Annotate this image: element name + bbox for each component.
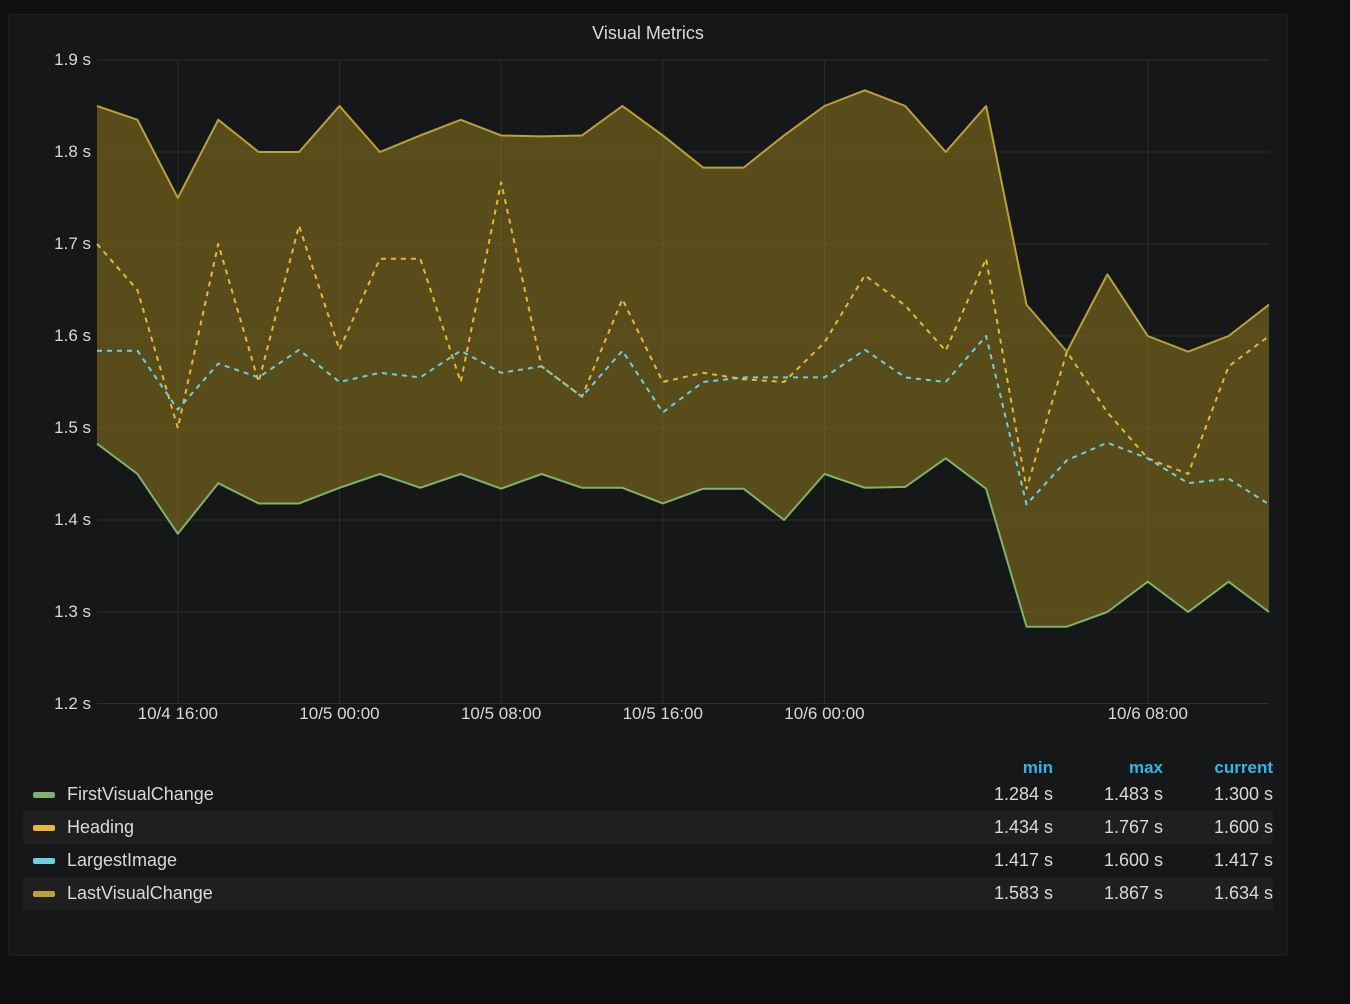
legend-min: 1.583 s <box>943 883 1053 904</box>
legend-header-spacer <box>23 758 943 778</box>
legend-min: 1.434 s <box>943 817 1053 838</box>
legend-row[interactable]: Heading1.434 s1.767 s1.600 s <box>23 811 1273 844</box>
legend-header-max[interactable]: max <box>1053 758 1163 778</box>
y-axis-label: 1.5 s <box>54 418 91 438</box>
legend-table: min max current FirstVisualChange1.284 s… <box>23 758 1273 910</box>
y-axis-label: 1.7 s <box>54 234 91 254</box>
legend-row[interactable]: LastVisualChange1.583 s1.867 s1.634 s <box>23 877 1273 910</box>
legend-series-name: LastVisualChange <box>67 883 943 904</box>
legend-max: 1.483 s <box>1053 784 1163 805</box>
x-axis-label: 10/5 16:00 <box>623 704 703 724</box>
legend-row[interactable]: LargestImage1.417 s1.600 s1.417 s <box>23 844 1273 877</box>
legend-series-name: FirstVisualChange <box>67 784 943 805</box>
chart-area[interactable]: 1.2 s1.3 s1.4 s1.5 s1.6 s1.7 s1.8 s1.9 s <box>23 48 1273 704</box>
x-axis-label: 10/4 16:00 <box>138 704 218 724</box>
y-axis-label: 1.8 s <box>54 142 91 162</box>
legend-swatch <box>33 825 55 831</box>
legend-min: 1.417 s <box>943 850 1053 871</box>
legend-current: 1.634 s <box>1163 883 1273 904</box>
legend-series-name: Heading <box>67 817 943 838</box>
y-axis-label: 1.4 s <box>54 510 91 530</box>
y-axis-label: 1.9 s <box>54 50 91 70</box>
legend-max: 1.867 s <box>1053 883 1163 904</box>
legend-header: min max current <box>23 758 1273 778</box>
y-axis-label: 1.6 s <box>54 326 91 346</box>
legend-swatch <box>33 858 55 864</box>
legend-row[interactable]: FirstVisualChange1.284 s1.483 s1.300 s <box>23 778 1273 811</box>
legend-series-name: LargestImage <box>67 850 943 871</box>
legend-min: 1.284 s <box>943 784 1053 805</box>
legend-max: 1.600 s <box>1053 850 1163 871</box>
y-axis-label: 1.3 s <box>54 602 91 622</box>
x-axis-label: 10/6 00:00 <box>784 704 864 724</box>
legend-rows: FirstVisualChange1.284 s1.483 s1.300 sHe… <box>23 778 1273 910</box>
legend-header-min[interactable]: min <box>943 758 1053 778</box>
x-axis-label: 10/6 08:00 <box>1108 704 1188 724</box>
legend-swatch <box>33 792 55 798</box>
legend-current: 1.300 s <box>1163 784 1273 805</box>
visual-metrics-panel: Visual Metrics 1.2 s1.3 s1.4 s1.5 s1.6 s… <box>8 14 1288 956</box>
legend-swatch <box>33 891 55 897</box>
chart-svg <box>23 48 1275 704</box>
legend-current: 1.417 s <box>1163 850 1273 871</box>
legend-max: 1.767 s <box>1053 817 1163 838</box>
panel-title: Visual Metrics <box>9 15 1287 48</box>
x-axis-label: 10/5 08:00 <box>461 704 541 724</box>
legend-header-current[interactable]: current <box>1163 758 1273 778</box>
x-axis-labels: 10/4 16:00 10/5 00:00 10/5 08:00 10/5 16:00… <box>23 704 1273 734</box>
x-axis-label: 10/5 00:00 <box>299 704 379 724</box>
legend-current: 1.600 s <box>1163 817 1273 838</box>
